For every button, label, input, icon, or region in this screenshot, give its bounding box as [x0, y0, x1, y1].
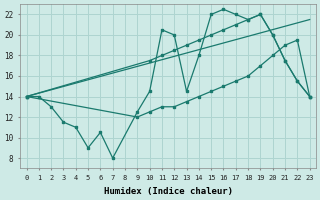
X-axis label: Humidex (Indice chaleur): Humidex (Indice chaleur)	[104, 187, 233, 196]
